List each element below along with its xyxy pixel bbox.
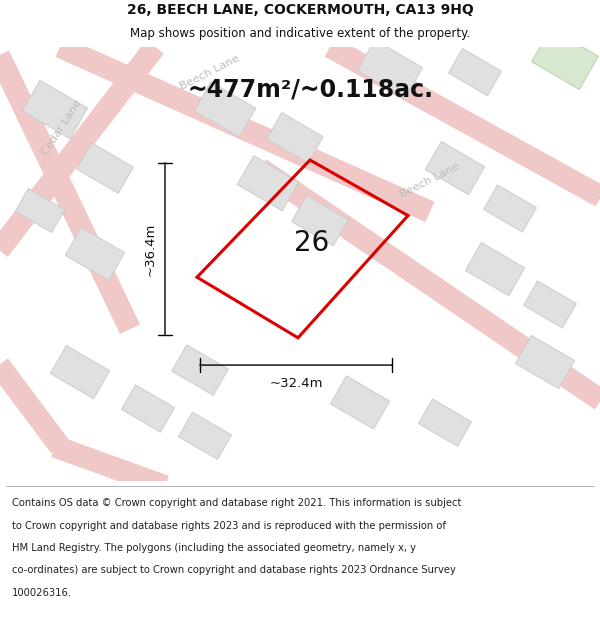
Polygon shape (331, 376, 389, 429)
Text: Map shows position and indicative extent of the property.: Map shows position and indicative extent… (130, 28, 470, 40)
Polygon shape (449, 49, 502, 96)
Text: to Crown copyright and database rights 2023 and is reproduced with the permissio: to Crown copyright and database rights 2… (12, 521, 446, 531)
Polygon shape (532, 29, 598, 89)
Text: Cedar Lane: Cedar Lane (40, 98, 83, 158)
Text: Contains OS data © Crown copyright and database right 2021. This information is : Contains OS data © Crown copyright and d… (12, 499, 461, 509)
Text: co-ordinates) are subject to Crown copyright and database rights 2023 Ordnance S: co-ordinates) are subject to Crown copyr… (12, 566, 456, 576)
Polygon shape (172, 345, 228, 396)
Polygon shape (484, 185, 536, 232)
Polygon shape (179, 412, 232, 459)
Polygon shape (77, 143, 133, 193)
Text: HM Land Registry. The polygons (including the associated geometry, namely x, y: HM Land Registry. The polygons (includin… (12, 543, 416, 553)
Polygon shape (515, 336, 575, 389)
Polygon shape (16, 189, 65, 232)
Polygon shape (292, 196, 348, 246)
Polygon shape (50, 346, 110, 399)
Polygon shape (22, 80, 88, 139)
Text: ~477m²/~0.118ac.: ~477m²/~0.118ac. (187, 78, 433, 101)
Text: ~36.4m: ~36.4m (143, 222, 157, 276)
Polygon shape (419, 399, 472, 446)
Polygon shape (237, 156, 299, 211)
Polygon shape (122, 385, 175, 432)
Text: 100026316.: 100026316. (12, 588, 72, 598)
Polygon shape (358, 40, 422, 98)
Polygon shape (194, 82, 256, 137)
Polygon shape (466, 242, 524, 296)
Polygon shape (524, 281, 577, 328)
Text: Beech Lane: Beech Lane (398, 161, 461, 199)
Polygon shape (65, 228, 125, 281)
Polygon shape (425, 141, 485, 195)
Text: 26, BEECH LANE, COCKERMOUTH, CA13 9HQ: 26, BEECH LANE, COCKERMOUTH, CA13 9HQ (127, 3, 473, 18)
Text: 26: 26 (293, 229, 329, 257)
Text: Beech Lane: Beech Lane (179, 53, 241, 91)
Text: ~32.4m: ~32.4m (269, 377, 323, 390)
Polygon shape (267, 112, 323, 163)
